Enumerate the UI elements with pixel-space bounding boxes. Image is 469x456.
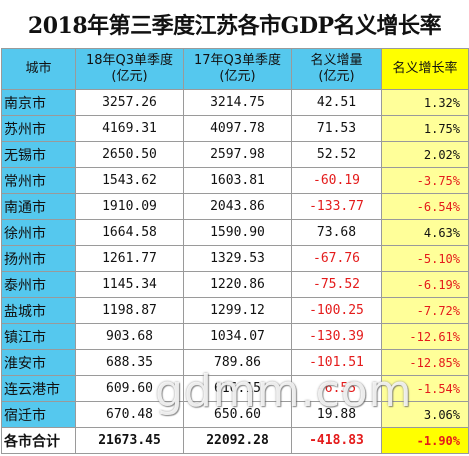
- city-cell: 南通市: [1, 193, 76, 220]
- growth-cell: -7.72%: [381, 297, 469, 324]
- q3-2017-cell: 1603.81: [183, 167, 292, 194]
- header-increase-text: 名义增量 (亿元): [310, 53, 363, 84]
- q3-2018-cell: 903.68: [75, 323, 184, 350]
- q3-2018-cell: 1910.09: [75, 193, 184, 220]
- growth-cell: 2.02%: [381, 141, 469, 168]
- growth-cell: 1.32%: [381, 89, 469, 116]
- table-row: 镇江市 903.68 1034.07 -130.39 -12.61%: [1, 323, 469, 350]
- q3-2018-cell: 688.35: [75, 349, 184, 376]
- header-increase: 名义增量 (亿元): [291, 48, 382, 90]
- table-row: 盐城市 1198.87 1299.12 -100.25 -7.72%: [1, 297, 469, 324]
- q3-2017-cell: 1220.86: [183, 271, 292, 298]
- q3-2017-cell: 2597.98: [183, 141, 292, 168]
- q3-2017-cell: 4097.78: [183, 115, 292, 142]
- city-cell: 徐州市: [1, 219, 76, 246]
- increase-cell: -75.52: [291, 271, 382, 298]
- growth-cell: -6.19%: [381, 271, 469, 298]
- q3-2018-cell: 4169.31: [75, 115, 184, 142]
- city-cell: 扬州市: [1, 245, 76, 272]
- total-row: 各市合计 21673.45 22092.28 -418.83 -1.90%: [1, 427, 469, 454]
- table-row: 南京市 3257.26 3214.75 42.51 1.32%: [1, 89, 469, 116]
- header-q3-2018: 18年Q3单季度 (亿元): [75, 48, 184, 90]
- growth-cell: -5.10%: [381, 245, 469, 272]
- table-row: 苏州市 4169.31 4097.78 71.53 1.75%: [1, 115, 469, 142]
- q3-2017-cell: 2043.86: [183, 193, 292, 220]
- q3-2017-cell: 1034.07: [183, 323, 292, 350]
- increase-cell: -130.39: [291, 323, 382, 350]
- q3-2018-cell: 670.48: [75, 401, 184, 428]
- q3-2017-cell: 1329.53: [183, 245, 292, 272]
- city-cell: 苏州市: [1, 115, 76, 142]
- growth-cell: -12.61%: [381, 323, 469, 350]
- city-cell: 连云港市: [1, 375, 76, 402]
- table-body: 南京市 3257.26 3214.75 42.51 1.32% 苏州市 4169.31 409…: [1, 89, 469, 454]
- growth-cell: 1.75%: [381, 115, 469, 142]
- q3-2018-cell: 21673.45: [75, 427, 184, 454]
- header-q3-2017-text: 17年Q3单季度 (亿元): [193, 53, 282, 84]
- increase-cell: -101.51: [291, 349, 382, 376]
- table-row: 无锡市 2650.50 2597.98 52.52 2.02%: [1, 141, 469, 168]
- increase-cell: -6.55: [291, 375, 382, 402]
- increase-cell: -67.76: [291, 245, 382, 272]
- header-row: 城市 18年Q3单季度 (亿元) 17年Q3单季度 (亿元) 名义增量 (亿元)…: [1, 48, 469, 90]
- growth-cell: 4.63%: [381, 219, 469, 246]
- growth-cell: -3.75%: [381, 167, 469, 194]
- q3-2017-cell: 1299.12: [183, 297, 292, 324]
- table-row: 宿迁市 670.48 650.60 19.88 3.06%: [1, 401, 469, 428]
- q3-2018-cell: 609.60: [75, 375, 184, 402]
- increase-cell: 73.68: [291, 219, 382, 246]
- table-row: 常州市 1543.62 1603.81 -60.19 -3.75%: [1, 167, 469, 194]
- increase-cell: -100.25: [291, 297, 382, 324]
- city-cell: 盐城市: [1, 297, 76, 324]
- header-city: 城市: [1, 48, 76, 90]
- growth-cell: -1.54%: [381, 375, 469, 402]
- city-cell: 淮安市: [1, 349, 76, 376]
- page-title: 2018年第三季度江苏各市GDP名义增长率: [27, 13, 442, 39]
- q3-2017-cell: 789.86: [183, 349, 292, 376]
- increase-cell: -418.83: [291, 427, 382, 454]
- increase-cell: -60.19: [291, 167, 382, 194]
- q3-2018-cell: 1261.77: [75, 245, 184, 272]
- growth-cell: 3.06%: [381, 401, 469, 428]
- city-cell: 泰州市: [1, 271, 76, 298]
- q3-2018-cell: 1664.58: [75, 219, 184, 246]
- city-cell: 无锡市: [1, 141, 76, 168]
- increase-cell: 19.88: [291, 401, 382, 428]
- header-q3-2017: 17年Q3单季度 (亿元): [183, 48, 292, 90]
- city-cell: 常州市: [1, 167, 76, 194]
- growth-cell: -12.85%: [381, 349, 469, 376]
- table-row: 泰州市 1145.34 1220.86 -75.52 -6.19%: [1, 271, 469, 298]
- q3-2018-cell: 1198.87: [75, 297, 184, 324]
- city-cell: 宿迁市: [1, 401, 76, 428]
- q3-2018-cell: 2650.50: [75, 141, 184, 168]
- q3-2017-cell: 616.15: [183, 375, 292, 402]
- gdp-table: 城市 18年Q3单季度 (亿元) 17年Q3单季度 (亿元) 名义增量 (亿元)…: [1, 48, 469, 454]
- growth-cell: -1.90%: [381, 427, 469, 454]
- table-row: 南通市 1910.09 2043.86 -133.77 -6.54%: [1, 193, 469, 220]
- increase-cell: 52.52: [291, 141, 382, 168]
- increase-cell: -133.77: [291, 193, 382, 220]
- table-row: 连云港市 609.60 616.15 -6.55 -1.54%: [1, 375, 469, 402]
- city-cell: 镇江市: [1, 323, 76, 350]
- q3-2017-cell: 1590.90: [183, 219, 292, 246]
- header-q3-2018-text: 18年Q3单季度 (亿元): [85, 53, 174, 84]
- increase-cell: 71.53: [291, 115, 382, 142]
- city-cell: 南京市: [1, 89, 76, 116]
- q3-2017-cell: 650.60: [183, 401, 292, 428]
- q3-2018-cell: 1543.62: [75, 167, 184, 194]
- q3-2018-cell: 1145.34: [75, 271, 184, 298]
- q3-2017-cell: 3214.75: [183, 89, 292, 116]
- q3-2018-cell: 3257.26: [75, 89, 184, 116]
- table-row: 扬州市 1261.77 1329.53 -67.76 -5.10%: [1, 245, 469, 272]
- city-cell: 各市合计: [1, 427, 76, 454]
- q3-2017-cell: 22092.28: [183, 427, 292, 454]
- table-row: 淮安市 688.35 789.86 -101.51 -12.85%: [1, 349, 469, 376]
- header-growth: 名义增长率: [381, 48, 469, 90]
- increase-cell: 42.51: [291, 89, 382, 116]
- table-row: 徐州市 1664.58 1590.90 73.68 4.63%: [1, 219, 469, 246]
- growth-cell: -6.54%: [381, 193, 469, 220]
